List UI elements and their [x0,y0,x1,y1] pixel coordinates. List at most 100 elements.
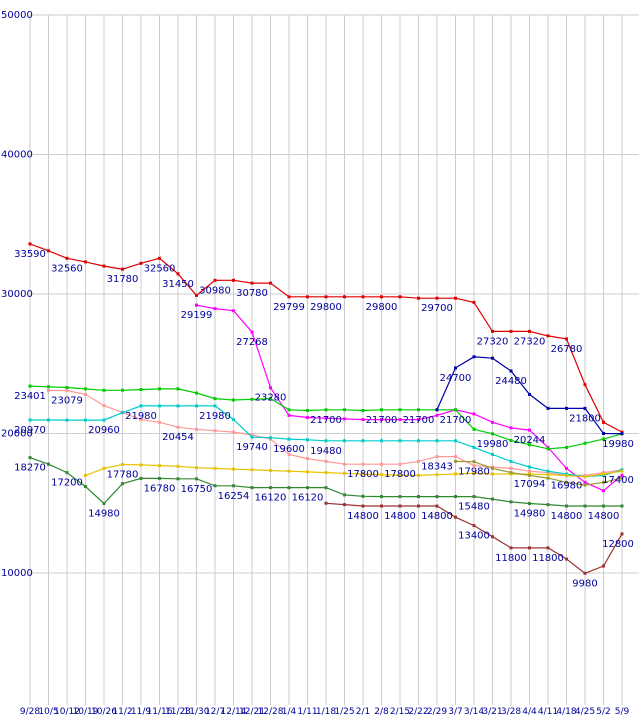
data-point-label: 20970 [14,425,46,436]
data-point-label: 16120 [292,493,324,504]
data-point-marker [287,452,291,456]
data-point-marker [176,464,180,468]
data-point-marker [361,494,365,498]
data-point-marker [287,437,291,441]
data-point-marker [102,502,106,506]
data-point-marker [583,571,587,575]
data-point-marker [583,504,587,508]
data-point-label: 19980 [602,439,634,450]
data-point-marker [250,397,254,401]
data-point-marker [250,281,254,285]
data-point-marker [324,295,328,299]
data-point-marker [546,447,550,451]
data-point-label: 12800 [602,539,634,550]
data-point-marker [232,398,235,402]
data-point-marker [380,462,383,466]
data-point-label: 29800 [310,302,342,313]
data-point-label: 14800 [421,511,453,522]
data-point-marker [491,432,494,436]
data-point-marker [213,429,217,433]
data-point-marker [361,439,365,443]
data-point-label: 14800 [588,511,620,522]
data-point-marker [324,416,328,420]
data-point-label: 29199 [181,310,213,321]
data-point-marker [472,412,476,416]
data-point-marker [232,467,235,471]
data-point-marker [158,256,161,260]
data-point-marker [306,486,309,490]
data-point-label: 11800 [495,553,527,564]
x-axis-tick-label: 10/19 [73,707,99,717]
data-point-marker [102,264,106,268]
y-axis-tick-label: 40000 [1,150,33,161]
data-point-label: 16750 [181,484,213,495]
x-axis-tick-label: 5/9 [615,707,630,717]
data-point-marker [324,459,328,463]
data-point-marker [528,329,531,333]
data-point-marker [472,427,476,431]
data-point-marker [417,408,420,412]
data-point-marker [491,452,494,456]
data-point-marker [565,474,568,478]
data-point-label: 14800 [551,511,583,522]
data-point-marker [435,296,439,300]
data-point-label: 17094 [514,479,546,490]
data-point-marker [472,464,476,468]
data-point-marker [102,466,106,470]
x-axis-tick-label: 10/5 [38,707,58,717]
data-point-label: 29700 [421,303,453,314]
data-point-marker [528,465,531,469]
data-point-marker [65,471,69,475]
data-point-label: 30780 [236,288,268,299]
x-axis-tick-label: 1/4 [282,707,297,717]
x-axis-tick-label: 2/1 [356,707,370,717]
data-point-marker [139,404,143,408]
data-point-label: 21700 [403,415,435,426]
data-point-marker [380,473,383,477]
data-point-marker [213,397,217,401]
y-axis-tick-label: 30000 [1,289,33,300]
data-point-marker [620,504,624,508]
data-point-marker [269,386,272,390]
data-point-marker [472,355,476,359]
data-point-marker [565,472,568,476]
data-point-marker [454,366,457,370]
data-point-marker [509,466,513,470]
data-point-label: 14980 [88,509,120,520]
data-point-marker [195,427,198,431]
data-point-marker [213,484,217,488]
data-point-label: 31450 [162,279,194,290]
data-point-marker [195,303,198,307]
x-axis-tick-label: 2/22 [408,707,428,717]
data-point-marker [528,473,531,477]
data-point-marker [324,439,328,443]
data-point-marker [361,418,365,422]
data-point-marker [47,418,50,422]
data-point-marker [232,418,235,422]
data-point-marker [65,389,69,393]
data-point-marker [213,278,217,282]
data-point-marker [417,504,420,508]
data-point-marker [435,413,439,417]
data-point-marker [158,420,161,424]
data-point-label: 16254 [218,491,250,502]
data-point-marker [121,482,124,486]
data-point-marker [491,329,494,333]
data-point-marker [287,295,291,299]
data-point-marker [417,296,420,300]
data-point-marker [398,504,402,508]
data-point-marker [306,470,309,474]
x-axis-tick-label: 4/25 [575,707,595,717]
data-point-marker [417,459,420,463]
data-point-marker [583,475,587,479]
data-point-marker [491,356,494,360]
data-point-marker [454,455,457,459]
series-yellow-line [85,463,623,478]
data-point-marker [232,309,235,313]
data-point-marker [287,469,291,473]
y-axis-tick-label: 20000 [1,429,33,440]
data-point-marker [250,435,254,439]
data-point-marker [509,546,513,550]
data-point-label: 15480 [458,502,490,513]
